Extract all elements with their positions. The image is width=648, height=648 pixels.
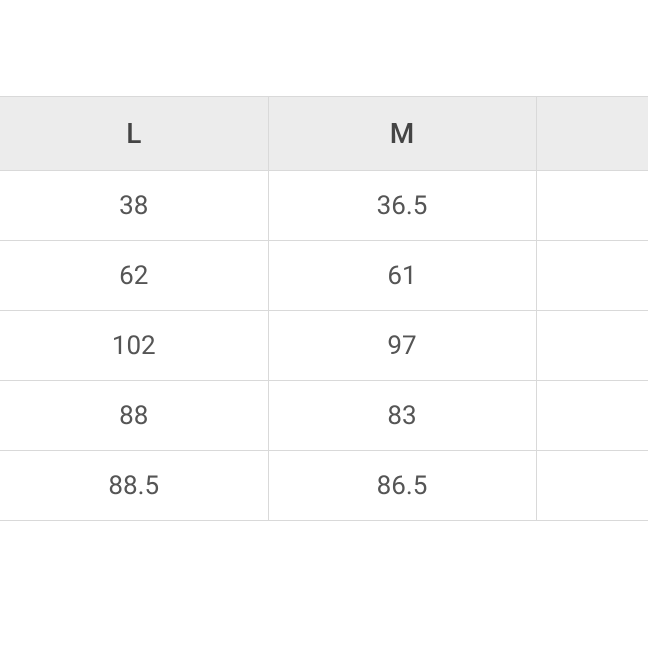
cell: 38 — [0, 171, 268, 241]
table-row: 102 97 — [0, 311, 648, 381]
cell: 88 — [0, 381, 268, 451]
cell — [536, 241, 648, 311]
column-header-M: M — [268, 97, 536, 171]
table-row: 88 83 — [0, 381, 648, 451]
column-header-partial — [536, 97, 648, 171]
cell — [536, 381, 648, 451]
cell: 61 — [268, 241, 536, 311]
cell: 88.5 — [0, 451, 268, 521]
cell: 83 — [268, 381, 536, 451]
table-row: 88.5 86.5 — [0, 451, 648, 521]
cell: 62 — [0, 241, 268, 311]
cell — [536, 171, 648, 241]
cell: 102 — [0, 311, 268, 381]
size-table-wrapper: L M 38 36.5 62 61 102 97 88 — [0, 96, 648, 521]
cell: 86.5 — [268, 451, 536, 521]
table-row: 62 61 — [0, 241, 648, 311]
size-table: L M 38 36.5 62 61 102 97 88 — [0, 96, 648, 521]
cell — [536, 311, 648, 381]
cell — [536, 451, 648, 521]
column-header-L: L — [0, 97, 268, 171]
table-header-row: L M — [0, 97, 648, 171]
table-row: 38 36.5 — [0, 171, 648, 241]
cell: 36.5 — [268, 171, 536, 241]
cell: 97 — [268, 311, 536, 381]
